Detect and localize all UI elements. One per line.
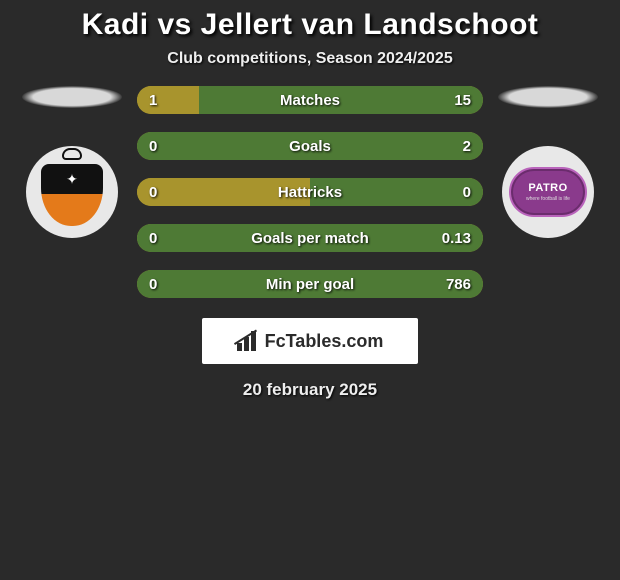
main-row: ✦ 1Matches150Goals20Hattricks00Goals per… — [0, 86, 620, 298]
stat-left-value: 1 — [149, 92, 199, 109]
patro-logo: PATRO where football is life — [509, 167, 587, 217]
stat-right-value: 786 — [421, 276, 471, 293]
branding-label: FcTables.com — [265, 331, 384, 352]
stat-bar: 0Hattricks0 — [137, 178, 483, 206]
player-shadow-left — [22, 86, 122, 108]
stat-bars: 1Matches150Goals20Hattricks00Goals per m… — [137, 86, 483, 298]
stat-right-value: 0 — [421, 184, 471, 201]
stat-label: Hattricks — [199, 184, 421, 201]
stat-bar: 0Min per goal786 — [137, 270, 483, 298]
subtitle: Club competitions, Season 2024/2025 — [0, 50, 620, 68]
stat-label: Min per goal — [199, 276, 421, 293]
stat-right-value: 2 — [421, 138, 471, 155]
right-player-col: PATRO where football is life — [493, 86, 603, 238]
team-badge-left: ✦ — [26, 146, 118, 238]
stat-label: Goals per match — [199, 230, 421, 247]
date-label: 20 february 2025 — [0, 380, 620, 400]
stat-label: Goals — [199, 138, 421, 155]
stat-left-value: 0 — [149, 230, 199, 247]
bar-chart-icon — [237, 331, 259, 351]
stat-right-value: 0.13 — [421, 230, 471, 247]
patro-label: PATRO — [528, 182, 567, 194]
stat-label: Matches — [199, 92, 421, 109]
stat-left-value: 0 — [149, 138, 199, 155]
left-player-col: ✦ — [17, 86, 127, 238]
page-title: Kadi vs Jellert van Landschoot — [0, 8, 620, 42]
stat-bar: 0Goals per match0.13 — [137, 224, 483, 252]
stat-left-value: 0 — [149, 276, 199, 293]
team-badge-right: PATRO where football is life — [502, 146, 594, 238]
stat-right-value: 15 — [421, 92, 471, 109]
branding-logo: FcTables.com — [202, 318, 418, 364]
stat-left-value: 0 — [149, 184, 199, 201]
shield-icon: ✦ — [41, 156, 103, 228]
patro-sublabel: where football is life — [526, 196, 570, 202]
stat-bar: 1Matches15 — [137, 86, 483, 114]
stat-bar: 0Goals2 — [137, 132, 483, 160]
comparison-card: Kadi vs Jellert van Landschoot Club comp… — [0, 0, 620, 400]
player-shadow-right — [498, 86, 598, 108]
